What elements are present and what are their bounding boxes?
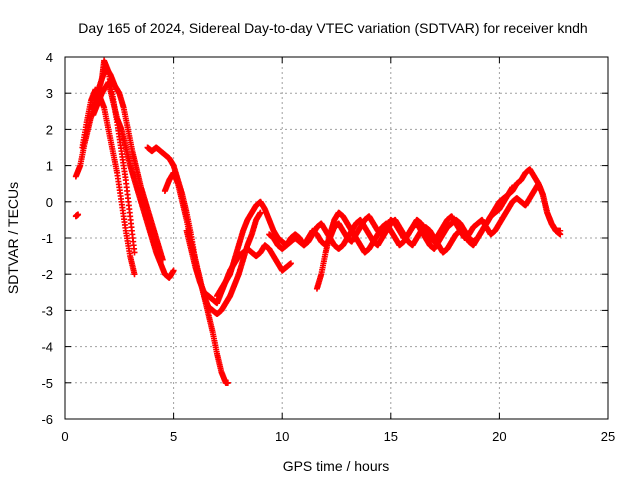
y-tick-label: -3	[41, 303, 53, 318]
x-axis-label: GPS time / hours	[283, 458, 390, 474]
series-trace-11	[72, 211, 82, 220]
data-points	[72, 57, 564, 386]
y-tick-label: 1	[46, 159, 53, 174]
y-tick-label: -5	[41, 376, 53, 391]
x-tick-labels: 0 5 10 15 20 25	[61, 429, 615, 444]
y-tick-label: -4	[41, 340, 53, 355]
x-tick-label: 25	[601, 429, 615, 444]
y-axis-label: SDTVAR / TECUs	[5, 182, 21, 294]
y-tick-label: 0	[46, 195, 53, 210]
series-trace-8	[214, 180, 564, 299]
data-point	[224, 379, 231, 386]
chart-title: Day 165 of 2024, Sidereal Day-to-day VTE…	[78, 20, 587, 36]
y-tick-label: -2	[41, 267, 53, 282]
data-point	[159, 256, 166, 263]
x-tick-label: 5	[170, 429, 177, 444]
y-tick-label: 3	[46, 86, 53, 101]
x-tick-label: 10	[275, 429, 289, 444]
data-point	[170, 267, 177, 274]
series-trace-9	[266, 166, 564, 256]
y-tick-labels: -6 -5 -4 -3 -2 -1 0 1 2 3 4	[41, 50, 53, 427]
data-point	[131, 249, 138, 256]
data-point	[257, 209, 264, 216]
y-tick-label: 4	[46, 50, 53, 65]
data-point	[131, 271, 138, 278]
series-trace-3	[90, 79, 177, 281]
y-tick-label: -6	[41, 412, 53, 427]
series-trace-4	[94, 64, 166, 263]
grid-lines	[65, 57, 608, 419]
x-tick-label: 15	[384, 429, 398, 444]
x-tick-label: 0	[61, 429, 68, 444]
y-tick-label: -1	[41, 231, 53, 246]
x-tick-label: 20	[492, 429, 506, 444]
y-tick-label: 2	[46, 122, 53, 137]
series-trace-2	[79, 86, 138, 278]
data-point	[287, 260, 294, 267]
